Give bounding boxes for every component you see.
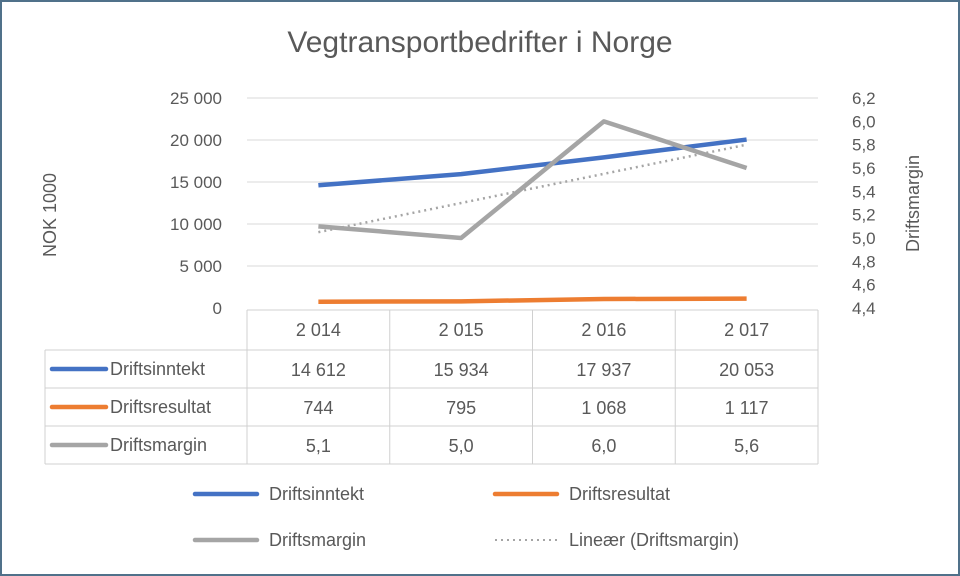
y-tick-label: 5 000 (179, 257, 222, 276)
legend-label: Lineær (Driftsmargin) (569, 530, 739, 550)
table-cell-value: 795 (446, 398, 476, 418)
legend-label: Driftsinntekt (269, 484, 364, 504)
table-cell-value: 15 934 (434, 360, 489, 380)
table-cell-value: 6,0 (591, 436, 616, 456)
table-cell-value: 17 937 (576, 360, 631, 380)
x-category-label: 2 016 (581, 320, 626, 340)
y2-tick-label: 6,0 (852, 112, 876, 131)
x-category-label: 2 017 (724, 320, 769, 340)
table-cell-value: 1 068 (581, 398, 626, 418)
table-cell-value: 5,6 (734, 436, 759, 456)
table-row-label: Driftsinntekt (110, 359, 205, 379)
y2-tick-label: 5,8 (852, 136, 876, 155)
y2-tick-label: 4,4 (852, 299, 876, 318)
table-row-label: Driftsmargin (110, 435, 207, 455)
x-category-label: 2 014 (296, 320, 341, 340)
chart-title: Vegtransportbedrifter i Norge (287, 26, 673, 59)
table-cell-value: 14 612 (291, 360, 346, 380)
series-line-driftsresultat (318, 296, 747, 305)
y2-tick-label: 5,2 (852, 206, 876, 225)
table-row-label: Driftsresultat (110, 397, 211, 417)
y2-tick-label: 6,2 (852, 89, 876, 108)
table-cell-value: 744 (303, 398, 333, 418)
table-cell-value: 5,0 (449, 436, 474, 456)
legend-label: Driftsresultat (569, 484, 670, 504)
y2-tick-label: 5,4 (852, 182, 876, 201)
y2-tick-label: 5,6 (852, 159, 876, 178)
y-tick-label: 0 (213, 299, 222, 318)
y-tick-label: 20 000 (170, 131, 222, 150)
y2-tick-label: 4,8 (852, 252, 876, 271)
x-category-label: 2 015 (439, 320, 484, 340)
y-tick-label: 10 000 (170, 215, 222, 234)
legend-label: Driftsmargin (269, 530, 366, 550)
y2-tick-label: 4,6 (852, 276, 876, 295)
table-cell-value: 1 117 (725, 398, 769, 418)
y2-tick-label: 5,0 (852, 229, 876, 248)
y-tick-label: 25 000 (170, 89, 222, 108)
series-line-driftsinntekt (318, 137, 747, 188)
trendline (318, 143, 747, 234)
table-cell-value: 5,1 (306, 436, 331, 456)
series-line-driftsmargin (318, 119, 748, 241)
y-tick-label: 15 000 (170, 173, 222, 192)
table-cell-value: 20 053 (719, 360, 774, 380)
